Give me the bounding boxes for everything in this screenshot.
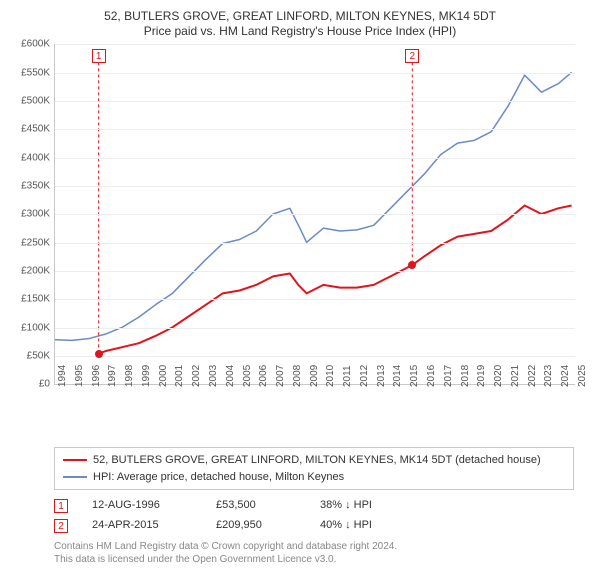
x-tick-label: 1996 xyxy=(91,365,102,387)
gridline xyxy=(55,158,575,159)
y-tick-label: £150K xyxy=(21,294,50,305)
chart-subtitle: Price paid vs. HM Land Registry's House … xyxy=(10,24,590,38)
footer: Contains HM Land Registry data © Crown c… xyxy=(54,540,574,566)
legend-label: 52, BUTLERS GROVE, GREAT LINFORD, MILTON… xyxy=(93,452,541,469)
x-tick-label: 2020 xyxy=(493,365,504,387)
y-axis: £0£50K£100K£150K£200K£250K£300K£350K£400… xyxy=(10,44,54,384)
x-tick-label: 2012 xyxy=(359,365,370,387)
legend-row: HPI: Average price, detached house, Milt… xyxy=(63,469,565,486)
gridline xyxy=(55,299,575,300)
x-tick-label: 1994 xyxy=(57,365,68,387)
x-tick-label: 2003 xyxy=(208,365,219,387)
gridline xyxy=(55,328,575,329)
legend-swatch xyxy=(63,459,87,461)
plot-row: £0£50K£100K£150K£200K£250K£300K£350K£400… xyxy=(10,44,590,385)
gridline xyxy=(55,44,575,45)
gridline xyxy=(55,271,575,272)
x-tick-label: 2010 xyxy=(325,365,336,387)
event-marker-dot xyxy=(95,350,103,358)
gridline xyxy=(55,129,575,130)
legend-label: HPI: Average price, detached house, Milt… xyxy=(93,469,344,486)
chart-container: 52, BUTLERS GROVE, GREAT LINFORD, MILTON… xyxy=(0,0,600,574)
x-tick-label: 2014 xyxy=(392,365,403,387)
x-tick-label: 2006 xyxy=(258,365,269,387)
event-price: £53,500 xyxy=(216,496,296,516)
footer-line-1: Contains HM Land Registry data © Crown c… xyxy=(54,540,574,553)
y-tick-label: £100K xyxy=(21,322,50,333)
gridline xyxy=(55,243,575,244)
x-tick-label: 2004 xyxy=(225,365,236,387)
legend-row: 52, BUTLERS GROVE, GREAT LINFORD, MILTON… xyxy=(63,452,565,469)
x-tick-label: 2021 xyxy=(510,365,521,387)
y-tick-label: £200K xyxy=(21,265,50,276)
x-tick-label: 2017 xyxy=(443,365,454,387)
x-tick-label: 2005 xyxy=(242,365,253,387)
legend-swatch xyxy=(63,476,87,478)
x-tick-label: 2007 xyxy=(275,365,286,387)
event-row-marker: 1 xyxy=(54,499,68,513)
x-tick-label: 1998 xyxy=(124,365,135,387)
x-tick-label: 2016 xyxy=(426,365,437,387)
series-line-hpi xyxy=(55,73,572,341)
event-marker-box: 1 xyxy=(92,49,106,63)
x-tick-label: 2025 xyxy=(577,365,588,387)
x-tick-label: 2022 xyxy=(527,365,538,387)
y-tick-label: £500K xyxy=(21,95,50,106)
x-tick-label: 2002 xyxy=(191,365,202,387)
event-row: 2 24-APR-2015 £209,950 40% ↓ HPI xyxy=(54,516,574,536)
x-tick-label: 2013 xyxy=(376,365,387,387)
x-tick-label: 2023 xyxy=(543,365,554,387)
y-tick-label: £550K xyxy=(21,67,50,78)
y-tick-label: £50K xyxy=(27,350,50,361)
event-marker-dot xyxy=(408,261,416,269)
y-tick-label: £600K xyxy=(21,39,50,50)
y-tick-label: £0 xyxy=(39,379,50,390)
event-note: 38% ↓ HPI xyxy=(320,496,372,516)
gridline xyxy=(55,214,575,215)
gridline xyxy=(55,101,575,102)
x-tick-label: 2018 xyxy=(460,365,471,387)
x-tick-label: 2019 xyxy=(476,365,487,387)
event-row-marker: 2 xyxy=(54,519,68,533)
x-tick-label: 2008 xyxy=(292,365,303,387)
x-axis: 1994199519961997199819992000200120022003… xyxy=(54,385,574,417)
x-tick-label: 1997 xyxy=(107,365,118,387)
event-price: £209,950 xyxy=(216,516,296,536)
x-tick-label: 2024 xyxy=(560,365,571,387)
x-tick-label: 2009 xyxy=(309,365,320,387)
events-table: 1 12-AUG-1996 £53,500 38% ↓ HPI 2 24-APR-2015… xyxy=(54,496,574,536)
gridline xyxy=(55,73,575,74)
event-date: 24-APR-2015 xyxy=(92,516,192,536)
x-tick-label: 1999 xyxy=(141,365,152,387)
x-tick-label: 2011 xyxy=(342,366,353,388)
event-note: 40% ↓ HPI xyxy=(320,516,372,536)
footer-line-2: This data is licensed under the Open Gov… xyxy=(54,553,574,566)
event-date: 12-AUG-1996 xyxy=(92,496,192,516)
y-tick-label: £400K xyxy=(21,152,50,163)
y-tick-label: £450K xyxy=(21,124,50,135)
gridline xyxy=(55,186,575,187)
x-tick-label: 2000 xyxy=(158,365,169,387)
x-tick-label: 2001 xyxy=(174,365,185,387)
series-line-property xyxy=(99,206,572,354)
x-tick-label: 2015 xyxy=(409,365,420,387)
legend: 52, BUTLERS GROVE, GREAT LINFORD, MILTON… xyxy=(54,447,574,490)
chart-title: 52, BUTLERS GROVE, GREAT LINFORD, MILTON… xyxy=(10,8,590,24)
x-tick-label: 1995 xyxy=(74,365,85,387)
event-row: 1 12-AUG-1996 £53,500 38% ↓ HPI xyxy=(54,496,574,516)
plot-area: 12 xyxy=(54,44,575,385)
event-marker-box: 2 xyxy=(405,49,419,63)
y-tick-label: £350K xyxy=(21,180,50,191)
gridline xyxy=(55,356,575,357)
y-tick-label: £250K xyxy=(21,237,50,248)
y-tick-label: £300K xyxy=(21,209,50,220)
